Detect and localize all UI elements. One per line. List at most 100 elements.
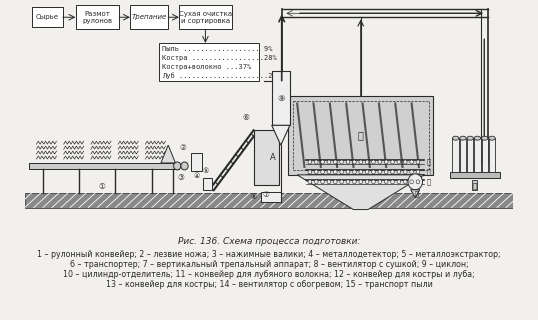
Text: 13 – конвейер для костры; 14 – вентилятор с обогревом; 15 – транспорт пыли: 13 – конвейер для костры; 14 – вентилято…	[105, 280, 433, 289]
Bar	[489, 138, 495, 172]
Text: ②: ②	[179, 143, 186, 152]
Circle shape	[334, 160, 337, 164]
Ellipse shape	[460, 136, 466, 140]
Circle shape	[410, 170, 413, 174]
Circle shape	[359, 160, 363, 164]
Circle shape	[174, 162, 181, 170]
Circle shape	[314, 180, 318, 184]
Circle shape	[321, 180, 324, 184]
Text: A: A	[270, 153, 275, 162]
Circle shape	[346, 160, 350, 164]
Text: ⑦: ⑦	[263, 190, 270, 199]
Text: Трепание: Трепание	[131, 14, 167, 20]
Bar	[261, 192, 281, 202]
Bar	[159, 43, 259, 81]
Circle shape	[352, 170, 356, 174]
Bar	[25, 193, 513, 208]
Circle shape	[365, 180, 369, 184]
Text: Пыль .................. 9%: Пыль .................. 9%	[162, 46, 272, 52]
Circle shape	[372, 160, 376, 164]
Bar	[253, 130, 279, 185]
Polygon shape	[410, 190, 420, 198]
Circle shape	[397, 170, 401, 174]
Circle shape	[378, 170, 381, 174]
Polygon shape	[297, 175, 424, 210]
Circle shape	[404, 170, 407, 174]
Bar	[475, 138, 480, 172]
Ellipse shape	[467, 136, 473, 140]
Bar	[482, 138, 488, 172]
Circle shape	[391, 160, 394, 164]
Bar	[288, 96, 434, 175]
Circle shape	[314, 170, 318, 174]
Text: ⑤: ⑤	[203, 168, 209, 174]
Circle shape	[181, 162, 188, 170]
Circle shape	[410, 160, 413, 164]
Circle shape	[372, 170, 376, 174]
Text: ⑭: ⑭	[415, 191, 419, 197]
Bar	[32, 7, 63, 27]
Text: ③: ③	[178, 173, 185, 182]
Ellipse shape	[475, 136, 480, 140]
Bar	[460, 138, 466, 172]
Text: ⑮: ⑮	[472, 183, 477, 189]
Text: 10 – цилиндр-отделитель; 11 – конвейер для лубяного волокна; 12 – конвейер для к: 10 – цилиндр-отделитель; 11 – конвейер д…	[63, 270, 475, 279]
Circle shape	[397, 180, 401, 184]
Text: ①: ①	[98, 182, 105, 191]
Ellipse shape	[482, 136, 488, 140]
Circle shape	[378, 160, 381, 164]
Circle shape	[346, 180, 350, 184]
Text: Сухая очистка
и сортировка: Сухая очистка и сортировка	[179, 11, 232, 24]
Bar	[179, 5, 232, 29]
Circle shape	[404, 160, 407, 164]
Circle shape	[359, 180, 363, 184]
Circle shape	[365, 170, 369, 174]
Bar	[293, 100, 429, 170]
Circle shape	[308, 180, 312, 184]
Circle shape	[327, 180, 331, 184]
Text: Костра .................28%: Костра .................28%	[162, 55, 277, 61]
Polygon shape	[161, 145, 175, 163]
Circle shape	[340, 180, 343, 184]
Bar	[450, 172, 500, 178]
Circle shape	[384, 160, 388, 164]
Text: Размот
рулонов: Размот рулонов	[82, 11, 112, 24]
Circle shape	[308, 170, 312, 174]
Bar	[272, 71, 290, 125]
Polygon shape	[272, 125, 290, 145]
Circle shape	[334, 180, 337, 184]
Bar	[130, 5, 168, 29]
Text: ⑯: ⑯	[358, 130, 364, 140]
Circle shape	[391, 170, 394, 174]
Circle shape	[391, 180, 394, 184]
Text: Сырье: Сырье	[36, 14, 59, 20]
Text: Луб .....................26%: Луб .....................26%	[162, 73, 281, 79]
Circle shape	[352, 180, 356, 184]
Text: ⑬: ⑬	[427, 179, 431, 185]
Circle shape	[314, 160, 318, 164]
Bar	[467, 138, 473, 172]
Circle shape	[365, 160, 369, 164]
Ellipse shape	[452, 136, 459, 140]
Circle shape	[397, 160, 401, 164]
Circle shape	[378, 180, 381, 184]
Bar	[203, 178, 212, 190]
Text: ⑪: ⑪	[427, 159, 431, 165]
Circle shape	[416, 160, 420, 164]
Circle shape	[321, 170, 324, 174]
Bar	[452, 138, 459, 172]
Bar	[75, 5, 119, 29]
Circle shape	[404, 180, 407, 184]
Bar	[29, 163, 179, 169]
Circle shape	[352, 160, 356, 164]
Circle shape	[340, 170, 343, 174]
Circle shape	[327, 170, 331, 174]
Text: 6 – транспортер; 7 – вертикальный трепальный аппарат; 8 – вентилятор с сушкой; 9: 6 – транспортер; 7 – вертикальный трепал…	[70, 260, 468, 269]
Circle shape	[321, 160, 324, 164]
Circle shape	[384, 170, 388, 174]
Text: ⑨: ⑨	[277, 93, 285, 102]
Circle shape	[334, 170, 337, 174]
Bar	[191, 153, 202, 171]
Text: Рис. 136. Схема процесса подготовки:: Рис. 136. Схема процесса подготовки:	[178, 237, 360, 246]
Text: ⑧: ⑧	[250, 194, 257, 200]
